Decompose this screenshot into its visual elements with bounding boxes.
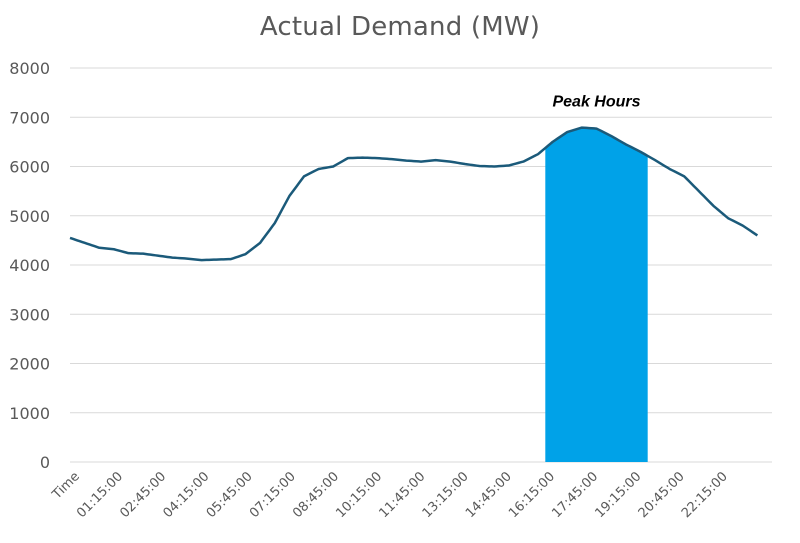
y-tick-label: 7000 xyxy=(9,108,50,127)
y-tick-label: 5000 xyxy=(9,207,50,226)
x-tick-label: 11:45:00 xyxy=(377,469,429,521)
x-tick-label: 08:45:00 xyxy=(290,469,342,521)
x-tick-label: 16:15:00 xyxy=(506,469,558,521)
y-tick-label: 4000 xyxy=(9,256,50,275)
demand-series-line xyxy=(69,126,759,262)
x-tick-label: 19:15:00 xyxy=(593,469,645,521)
x-tick-label: 02:45:00 xyxy=(117,469,169,521)
y-tick-label: 1000 xyxy=(9,404,50,423)
x-tick-label: 14:45:00 xyxy=(463,469,515,521)
x-tick-label: 22:15:00 xyxy=(679,469,731,521)
y-tick-label: 6000 xyxy=(9,158,50,177)
chart-title: Actual Demand (MW) xyxy=(259,12,541,42)
x-tick-label: 20:45:00 xyxy=(636,469,688,521)
gridlines xyxy=(70,67,772,463)
annotation-layer: Peak Hours xyxy=(552,94,640,111)
y-tick-label: 2000 xyxy=(9,355,50,374)
peak-hours-label: Peak Hours xyxy=(552,94,640,111)
peak-hours-area xyxy=(545,127,648,462)
x-tick-label: Time xyxy=(49,469,83,503)
x-tick-label: 07:15:00 xyxy=(247,469,299,521)
x-tick-label: 17:45:00 xyxy=(549,469,601,521)
series-line-layer xyxy=(69,126,759,262)
y-axis: 0 1000 2000 3000 4000 5000 6000 7000 8000 xyxy=(9,59,50,472)
y-tick-label: 0 xyxy=(40,453,50,472)
x-tick-label: 01:15:00 xyxy=(74,469,126,521)
x-tick-label: 13:15:00 xyxy=(420,469,472,521)
x-tick-label: 10:15:00 xyxy=(333,469,385,521)
y-tick-label: 3000 xyxy=(9,305,50,324)
y-tick-label: 8000 xyxy=(9,59,50,78)
x-tick-label: 05:45:00 xyxy=(204,469,256,521)
peak-area-layer xyxy=(545,127,648,462)
x-tick-label: 04:15:00 xyxy=(161,469,213,521)
x-axis: Time01:15:0002:45:0004:15:0005:45:0007:1… xyxy=(49,469,731,521)
